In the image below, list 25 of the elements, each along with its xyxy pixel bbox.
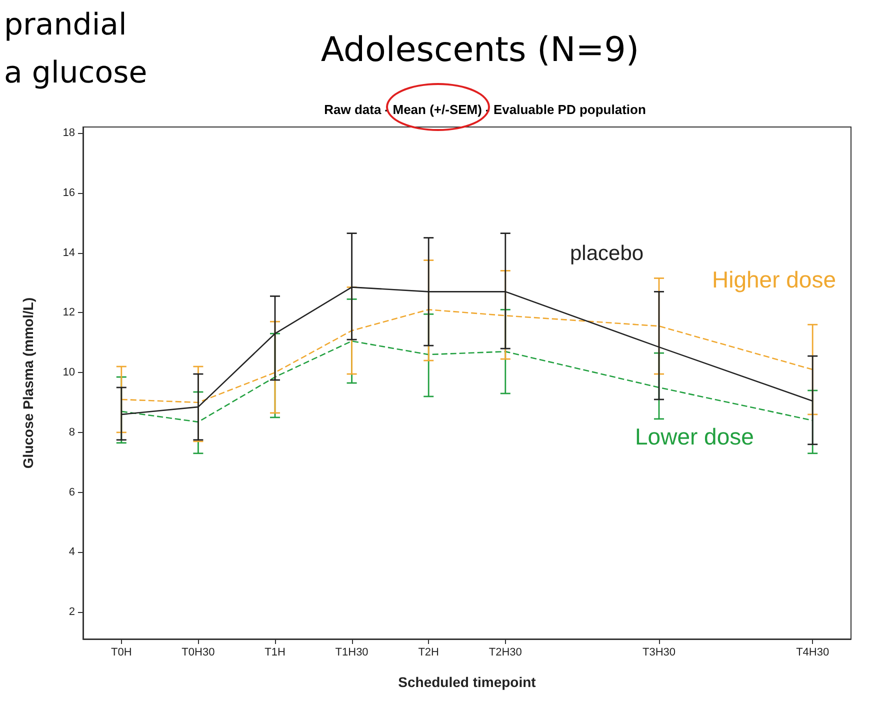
y-tick-label: 10 [62,366,75,379]
y-tick-label: 4 [68,546,75,558]
x-tick-label: T1H [264,646,286,658]
y-tick-label: 18 [62,126,75,139]
y-tick-label: 6 [68,486,75,498]
x-tick-label: T3H30 [642,646,676,658]
y-tick-label: 16 [62,186,75,199]
text: a glucose [4,56,148,90]
x-tick-label: T0H30 [182,646,215,658]
y-axis-title: Glucose Plasma (mmol/L) [20,297,36,469]
y-tick-label: 12 [62,306,75,319]
series-label: Lower dose [635,424,754,450]
text: placebo [570,242,644,265]
y-tick-label: 8 [68,426,75,438]
y-tick-label: 14 [62,246,75,259]
x-tick-label: T0H [111,646,132,658]
x-tick-label: T4H30 [796,646,830,658]
y-tick-label: 2 [68,606,75,618]
text: prandial [4,8,127,42]
x-axis-title: Scheduled timepoint [398,674,536,690]
text: Higher dose [712,266,836,292]
x-tick-label: T2H [418,646,440,658]
x-tick-label: T2H30 [488,646,522,658]
chart-title: Adolescents (N=9) [320,30,640,70]
x-tick-label: T1H30 [335,646,368,658]
